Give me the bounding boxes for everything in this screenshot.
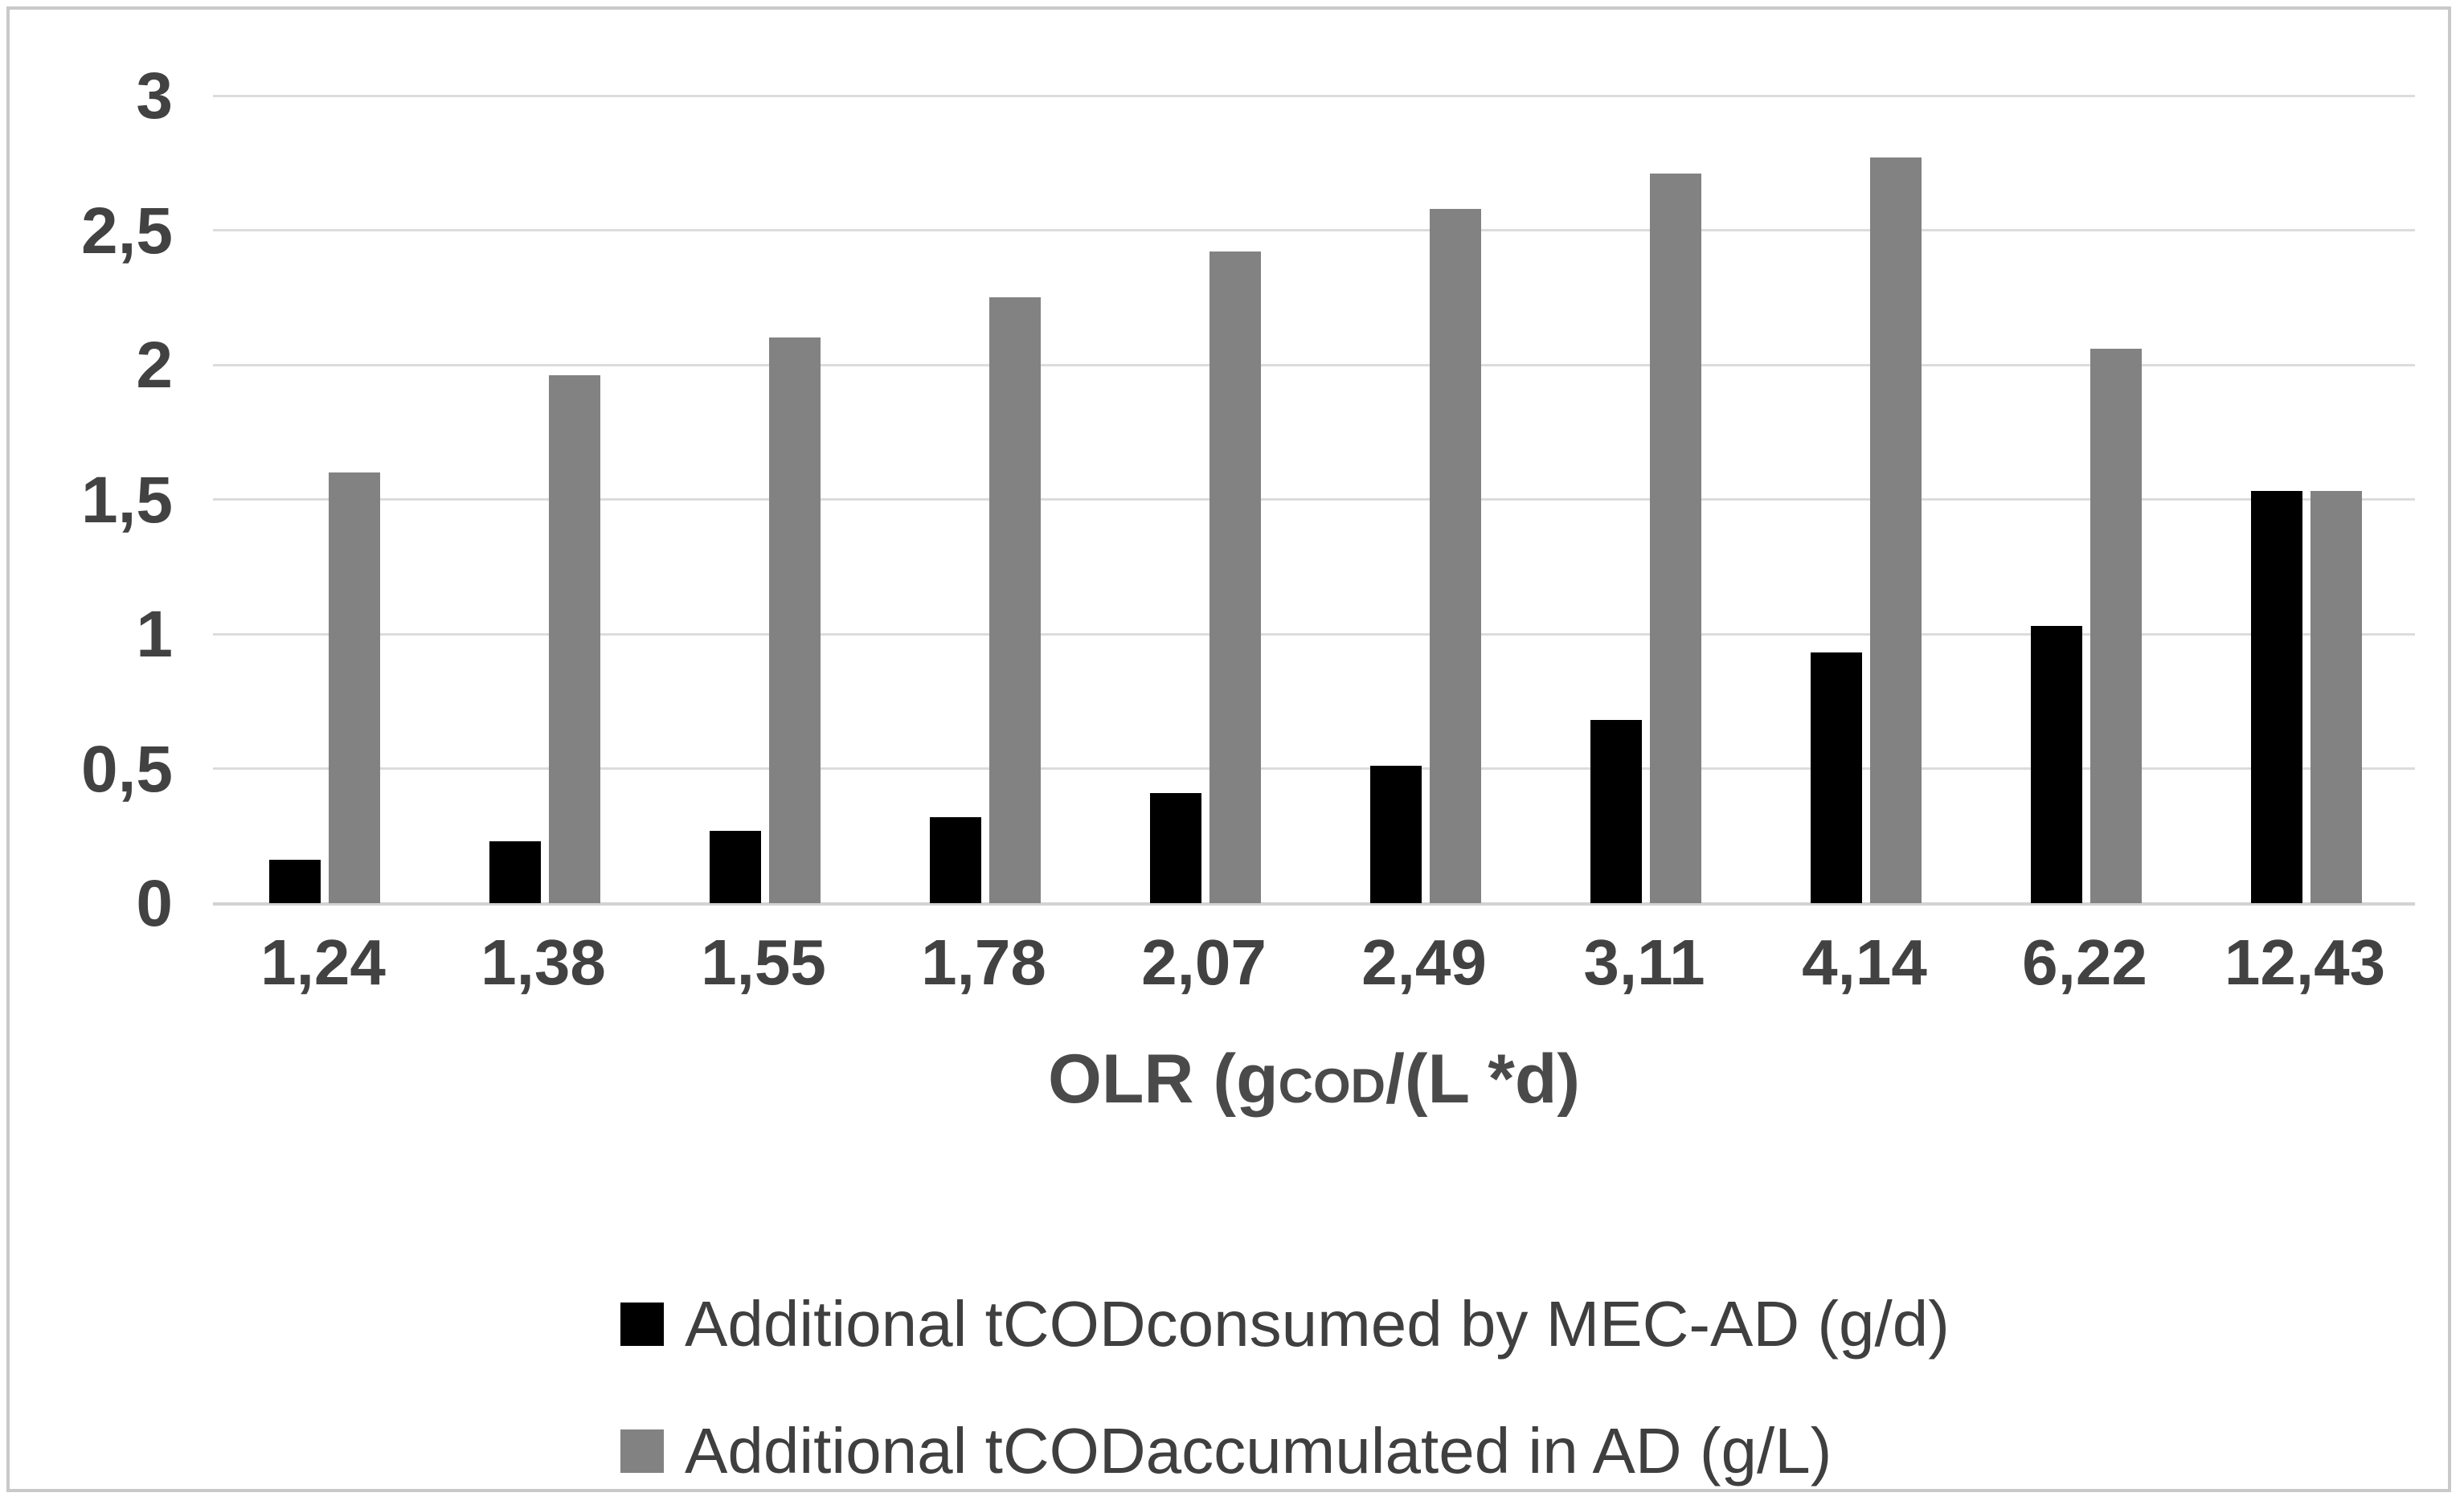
x-axis-title: OLR (gCOD/(L *d): [213, 1045, 2415, 1114]
legend: Additional tCODconsumed by MEC-AD (g/d) …: [620, 1284, 1950, 1505]
x-tick-label: 2,49: [1361, 926, 1487, 998]
y-tick-label: 0,5: [81, 733, 173, 806]
legend-item-accumulated: Additional tCODaccumulated in AD (g/L): [620, 1411, 1950, 1491]
chart-border-frame: [6, 6, 2451, 1492]
y-tick-label: 2: [136, 329, 173, 402]
bar-series-0-cat-4: [1150, 793, 1201, 903]
bar-series-0-cat-9: [2251, 491, 2302, 903]
y-tick-label: 0: [136, 867, 173, 940]
gridline: [213, 767, 2415, 770]
x-axis-title-suffix: /(L *d): [1385, 1041, 1580, 1118]
gridline: [213, 364, 2415, 366]
legend-item-consumed: Additional tCODconsumed by MEC-AD (g/d): [620, 1284, 1950, 1364]
x-axis-title-subscript: COD: [1278, 1059, 1385, 1113]
gridline: [213, 95, 2415, 97]
bar-series-0-cat-3: [930, 817, 981, 903]
legend-swatch-gray: [620, 1429, 664, 1473]
y-tick-label: 2,5: [81, 194, 173, 268]
bar-series-0-cat-0: [269, 860, 321, 903]
x-tick-label: 12,43: [2224, 926, 2386, 998]
x-tick-label: 2,07: [1141, 926, 1267, 998]
bar-series-1-cat-2: [769, 337, 821, 903]
bar-series-0-cat-1: [489, 841, 541, 903]
x-tick-label: 1,38: [481, 926, 606, 998]
x-axis-title-prefix: OLR (g: [1048, 1041, 1279, 1118]
y-tick-label: 1: [136, 598, 173, 671]
x-tick-label: 6,22: [2022, 926, 2147, 998]
bar-series-0-cat-5: [1370, 766, 1422, 903]
y-tick-label: 3: [136, 59, 173, 133]
x-tick-label: 1,78: [921, 926, 1046, 998]
x-tick-label: 3,11: [1583, 926, 1705, 998]
bar-series-0-cat-7: [1811, 652, 1862, 903]
bar-series-1-cat-3: [989, 297, 1041, 903]
gridline: [213, 229, 2415, 231]
bar-series-1-cat-9: [2311, 491, 2362, 903]
bar-series-1-cat-0: [329, 472, 380, 903]
bar-series-1-cat-6: [1650, 174, 1701, 903]
x-axis-line: [213, 902, 2415, 906]
x-tick-label: 1,55: [701, 926, 826, 998]
bar-series-1-cat-4: [1209, 252, 1261, 903]
bar-series-1-cat-7: [1870, 157, 1922, 903]
legend-label-consumed: Additional tCODconsumed by MEC-AD (g/d): [685, 1288, 1950, 1360]
bar-series-0-cat-8: [2031, 626, 2082, 903]
y-tick-label: 1,5: [81, 464, 173, 537]
x-tick-label: 4,14: [1802, 926, 1927, 998]
x-tick-label: 1,24: [260, 926, 386, 998]
bar-series-1-cat-5: [1430, 209, 1481, 903]
gridline: [213, 633, 2415, 636]
gridline: [213, 498, 2415, 501]
legend-label-accumulated: Additional tCODaccumulated in AD (g/L): [685, 1415, 1832, 1487]
bar-series-1-cat-1: [549, 375, 600, 903]
bar-series-0-cat-6: [1590, 720, 1642, 903]
legend-swatch-black: [620, 1303, 664, 1346]
bar-series-0-cat-2: [710, 831, 761, 903]
bar-series-1-cat-8: [2090, 349, 2142, 903]
